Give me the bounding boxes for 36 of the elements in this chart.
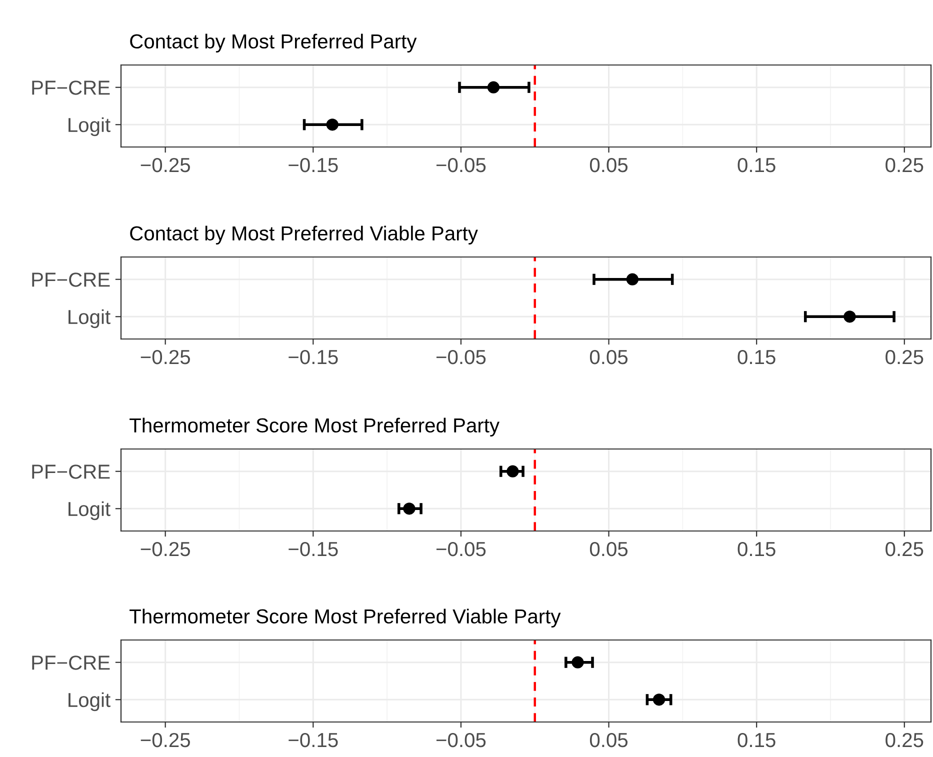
x-tick-label: 0.25 (886, 732, 924, 748)
chart-title: Thermometer Score Most Preferred Viable Party (130, 608, 561, 628)
x-tick-label: 0.15 (738, 350, 776, 364)
x-tick-label: −0.25 (140, 542, 190, 556)
x-tick-label: 0.25 (886, 158, 924, 172)
x-tick-label: 0.05 (590, 350, 628, 364)
x-tick-label: 0.15 (738, 732, 776, 748)
x-tick-label: 0.15 (738, 542, 776, 556)
y-tick-label: Logit (68, 117, 110, 136)
x-tick-label: −0.05 (436, 542, 486, 556)
y-tick-label: PF−CRE (32, 80, 110, 95)
y-tick-label: PF−CRE (32, 656, 110, 670)
x-tick-label: −0.25 (140, 350, 190, 364)
x-tick-label: 0.25 (886, 350, 924, 364)
x-tick-label: −0.05 (436, 350, 486, 364)
x-tick-label: −0.15 (288, 158, 338, 172)
x-tick-label: 0.05 (590, 158, 628, 172)
x-tick-label: −0.05 (436, 732, 486, 748)
x-tick-label: −0.15 (288, 732, 338, 748)
x-tick-label: 0.05 (590, 542, 628, 556)
y-tick-label: Logit (68, 501, 110, 520)
y-tick-label: PF−CRE (32, 272, 110, 287)
x-tick-label: −0.25 (140, 158, 190, 172)
x-tick-label: 0.25 (886, 542, 924, 556)
y-tick-label: Logit (68, 309, 110, 328)
x-tick-label: 0.15 (738, 158, 776, 172)
x-tick-label: −0.25 (140, 732, 190, 748)
chart-title: Contact by Most Preferred Party (130, 34, 417, 53)
chart-title: Thermometer Score Most Preferred Party (130, 418, 500, 437)
x-tick-label: −0.15 (288, 542, 338, 556)
x-tick-label: 0.05 (590, 732, 628, 748)
x-tick-label: −0.05 (436, 158, 486, 172)
x-tick-label: −0.15 (288, 350, 338, 364)
y-tick-label: PF−CRE (32, 464, 110, 479)
y-tick-label: Logit (68, 692, 110, 712)
chart-title: Contact by Most Preferred Viable Party (130, 226, 478, 245)
